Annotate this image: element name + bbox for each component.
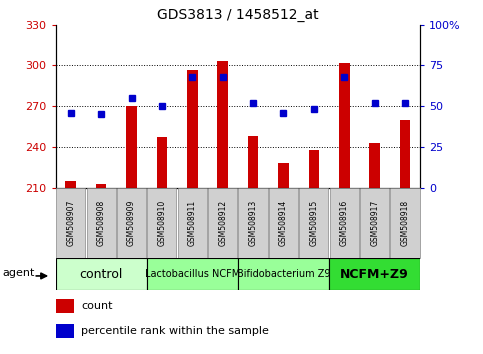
Text: GSM508911: GSM508911 xyxy=(188,200,197,246)
Bar xyxy=(239,188,268,258)
Text: GSM508912: GSM508912 xyxy=(218,200,227,246)
Bar xyxy=(56,299,74,313)
Text: GSM508910: GSM508910 xyxy=(157,200,167,246)
Bar xyxy=(178,188,207,258)
Text: GSM508917: GSM508917 xyxy=(370,200,379,246)
Bar xyxy=(330,188,359,258)
Bar xyxy=(147,188,176,258)
Bar xyxy=(248,136,258,188)
Text: count: count xyxy=(81,301,113,311)
Bar xyxy=(56,324,74,338)
Bar xyxy=(339,63,350,188)
Title: GDS3813 / 1458512_at: GDS3813 / 1458512_at xyxy=(157,8,319,22)
Bar xyxy=(147,258,238,290)
Text: GSM508913: GSM508913 xyxy=(249,200,257,246)
Bar xyxy=(278,163,289,188)
Bar xyxy=(96,183,106,188)
Text: control: control xyxy=(79,268,123,281)
Bar xyxy=(390,188,420,258)
Bar xyxy=(238,258,329,290)
Text: GSM508914: GSM508914 xyxy=(279,200,288,246)
Bar xyxy=(126,106,137,188)
Bar xyxy=(86,188,116,258)
Bar xyxy=(65,181,76,188)
Text: GSM508918: GSM508918 xyxy=(400,200,410,246)
Bar xyxy=(217,62,228,188)
Bar xyxy=(329,258,420,290)
Text: GSM508916: GSM508916 xyxy=(340,200,349,246)
Text: Lactobacillus NCFM: Lactobacillus NCFM xyxy=(145,269,240,279)
Text: agent: agent xyxy=(3,268,35,278)
Bar xyxy=(309,150,319,188)
Bar xyxy=(56,188,85,258)
Text: GSM508909: GSM508909 xyxy=(127,200,136,246)
Bar xyxy=(187,69,198,188)
Bar xyxy=(208,188,237,258)
Bar xyxy=(299,188,328,258)
Bar xyxy=(56,258,147,290)
Bar xyxy=(400,120,411,188)
Bar xyxy=(369,143,380,188)
Text: GSM508908: GSM508908 xyxy=(97,200,106,246)
Text: Bifidobacterium Z9: Bifidobacterium Z9 xyxy=(237,269,330,279)
Bar xyxy=(117,188,146,258)
Text: percentile rank within the sample: percentile rank within the sample xyxy=(81,326,269,336)
Bar xyxy=(360,188,389,258)
Bar xyxy=(156,137,167,188)
Text: NCFM+Z9: NCFM+Z9 xyxy=(340,268,409,281)
Bar xyxy=(269,188,298,258)
Text: GSM508915: GSM508915 xyxy=(309,200,318,246)
Text: GSM508907: GSM508907 xyxy=(66,200,75,246)
